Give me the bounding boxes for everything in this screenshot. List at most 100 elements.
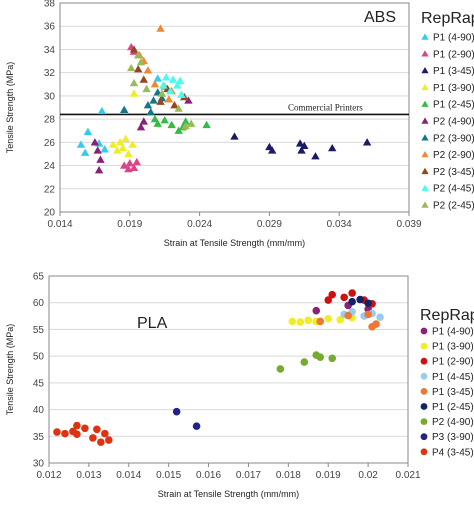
legend-marker — [421, 184, 429, 191]
y-tick-label: 22 — [44, 184, 56, 195]
data-point — [93, 146, 102, 154]
y-tick-label: 28 — [44, 115, 56, 126]
data-point — [108, 140, 118, 148]
legend-label: P1 (4-90) — [432, 327, 474, 338]
series-p1-2-90- — [120, 42, 141, 173]
legend-label: P2 (3-45) — [433, 167, 474, 178]
data-point — [76, 140, 86, 148]
x-tick-label: 0.014 — [47, 219, 72, 230]
chart-title: PLA — [137, 315, 168, 332]
series-p1-2-45- — [150, 114, 211, 134]
data-point — [73, 430, 81, 438]
legend-marker — [421, 100, 429, 107]
data-point — [81, 424, 89, 433]
series-p2-4-45- — [159, 73, 186, 98]
data-point — [181, 121, 190, 130]
data-point — [146, 107, 155, 116]
y-tick-label: 65 — [33, 272, 45, 283]
series-p1-3-45- — [316, 310, 380, 331]
data-point — [372, 320, 380, 328]
data-point — [312, 306, 321, 315]
data-point — [53, 428, 61, 436]
data-point — [304, 316, 313, 325]
x-tick-label: 0.014 — [116, 470, 141, 481]
data-point — [129, 89, 139, 97]
data-point — [168, 75, 178, 83]
series-p4-3-45- — [53, 421, 113, 446]
data-point — [324, 296, 333, 304]
data-point — [153, 74, 162, 82]
x-tick-label: 0.019 — [316, 470, 341, 481]
data-point — [177, 90, 186, 98]
legend-marker — [420, 388, 428, 395]
legend-marker — [420, 342, 428, 350]
data-point — [181, 117, 190, 125]
legend-marker — [421, 67, 429, 74]
data-point — [115, 138, 125, 146]
data-point — [174, 126, 183, 134]
data-point — [328, 290, 337, 299]
data-point — [156, 24, 165, 32]
legend-label: P1 (3-90) — [432, 342, 474, 353]
data-point — [187, 119, 196, 127]
y-tick-label: 60 — [33, 298, 45, 309]
data-point — [184, 96, 193, 104]
y-tick-label: 35 — [33, 432, 45, 443]
legend-marker — [421, 151, 429, 158]
data-point — [153, 119, 162, 127]
legend-marker — [421, 117, 429, 124]
legend-label: P1 (3-90) — [433, 83, 474, 94]
data-point — [300, 141, 309, 149]
legend-marker — [420, 403, 428, 410]
legend-marker — [421, 83, 429, 91]
data-point — [136, 58, 146, 66]
data-point — [156, 97, 165, 105]
data-point — [142, 84, 151, 93]
data-point — [202, 120, 211, 129]
legend-title: RepRaps — [421, 10, 474, 27]
data-point — [300, 358, 309, 366]
data-point — [90, 138, 100, 146]
data-point — [143, 66, 153, 74]
data-point — [105, 436, 113, 444]
data-point — [80, 148, 90, 156]
data-point — [324, 314, 333, 323]
data-point — [157, 89, 167, 97]
legend-label: P2 (2-90) — [433, 150, 474, 161]
x-tick-label: 0.016 — [196, 470, 221, 481]
data-point — [73, 421, 81, 430]
legend-label: P1 (3-45) — [433, 66, 474, 77]
y-axis-title: Tensile Strength (MPa) — [5, 324, 15, 416]
data-point — [100, 145, 109, 153]
reference-line-label: Commercial Printers — [288, 102, 363, 112]
legend-marker — [420, 357, 428, 365]
series-p1-3-90- — [108, 89, 139, 158]
data-point — [192, 422, 201, 430]
data-point — [83, 127, 93, 136]
y-tick-label: 30 — [33, 459, 45, 470]
data-point — [356, 295, 364, 304]
x-axis-title: Strain at Tensile Strength (mm/mm) — [164, 238, 305, 248]
legend-marker — [421, 167, 429, 175]
series-p1-3-90- — [288, 313, 356, 326]
y-tick-label: 20 — [44, 208, 56, 219]
data-point — [311, 152, 320, 160]
legend-marker — [420, 327, 428, 335]
data-point — [93, 425, 101, 434]
y-axis-title: Tensile Strength (MPa) — [5, 62, 15, 154]
x-tick-label: 0.039 — [396, 219, 421, 230]
legend-label: P2 (4-90) — [432, 417, 474, 428]
data-point — [97, 106, 107, 115]
data-point — [94, 166, 104, 174]
data-point — [160, 116, 169, 124]
chart1-pla-panel: 30 35 40 45 50 55 60 65 0.012 0.013 0.014 0.015 0.01… — [5, 272, 474, 500]
data-point — [288, 317, 297, 326]
data-point — [167, 120, 176, 129]
legend-marker — [421, 33, 429, 40]
data-point — [175, 76, 185, 84]
data-point — [344, 311, 352, 320]
legend-marker — [420, 448, 428, 456]
data-point — [376, 313, 384, 321]
x-axis-title: Strain at Tensile Strength (mm/mm) — [158, 489, 299, 499]
x-tick-label: 0.029 — [257, 219, 282, 230]
